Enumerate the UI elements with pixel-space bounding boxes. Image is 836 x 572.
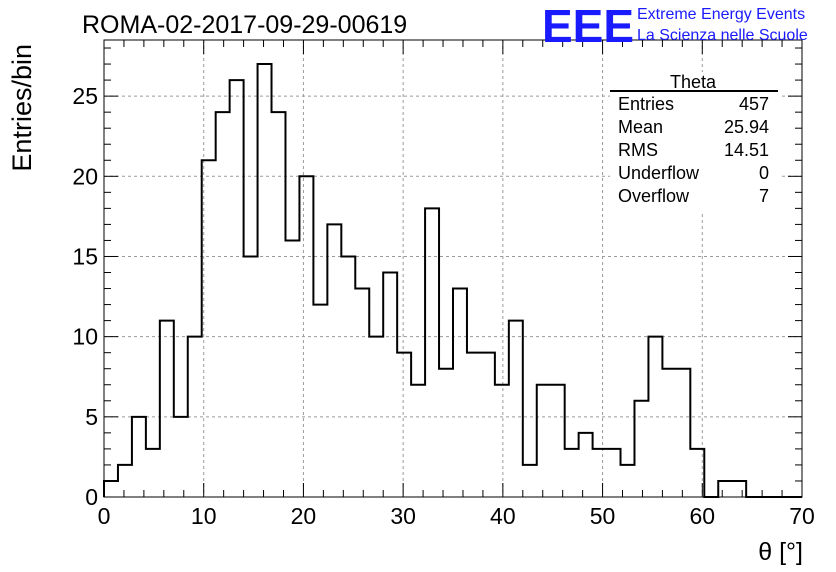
x-tick-label: 30 [390,503,416,529]
stats-row-label: Mean [618,117,663,137]
stats-row-value: 0 [759,163,769,183]
stats-row-value: 25.94 [724,117,769,137]
x-tick-label: 70 [789,503,815,529]
stats-box: Theta Entries 457 Mean 25.94 RMS 14.51 Underfl… [610,72,780,212]
x-axis-label: θ [°] [758,538,803,566]
x-tick-label: 10 [191,503,217,529]
plot-frame [103,39,803,498]
stats-rows: Entries 457 Mean 25.94 RMS 14.51 Underflow 0 Ove… [618,94,769,206]
stats-box-background [610,72,780,212]
stats-row-label: Underflow [618,163,700,183]
stats-row-value: 457 [739,94,769,114]
y-tick-label: 10 [72,324,98,350]
stats-row-value: 14.51 [724,140,769,160]
histogram-outline [103,63,802,498]
x-tick-label: 0 [98,503,111,529]
y-tick-label: 0 [85,484,98,510]
eee-logo-mark: EEE [542,0,634,52]
eee-logo: EEE Extreme Energy Events La Scienza nel… [542,0,808,52]
x-tick-label: 20 [291,503,317,529]
eee-logo-line2: La Scienza nelle Scuole [637,27,808,44]
stats-row-label: RMS [618,140,658,160]
y-tick-label: 5 [85,404,98,430]
chart-title: ROMA-02-2017-09-29-00619 [82,11,407,39]
x-tick-label: 60 [689,503,715,529]
stats-row-label: Entries [618,94,674,114]
y-tick-label: 15 [72,243,98,269]
y-tick-label: 25 [72,83,98,109]
stats-box-title: Theta [670,72,717,92]
stats-row-value: 7 [759,186,769,206]
y-tick-label: 20 [72,163,98,189]
eee-logo-line1: Extreme Energy Events [637,6,805,23]
x-tick-label: 50 [590,503,616,529]
y-axis-label: Entries/bin [7,44,37,172]
x-tick-label: 40 [490,503,516,529]
axis-ticks [103,40,803,498]
stats-row-label: Overflow [618,186,690,206]
